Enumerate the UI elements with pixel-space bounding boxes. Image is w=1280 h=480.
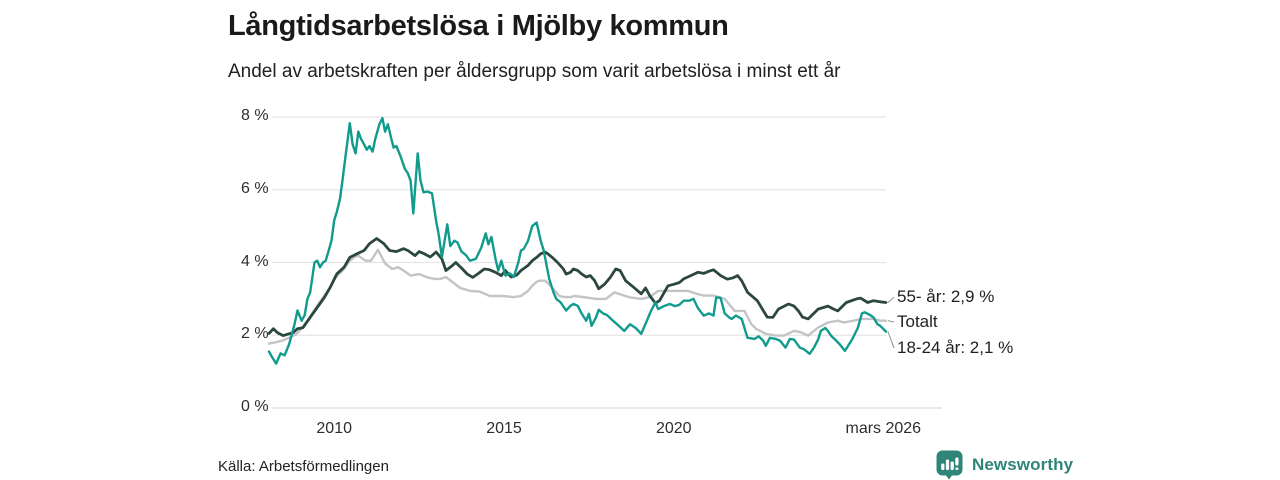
series-line-18-24-år <box>267 116 888 365</box>
series-end-label-55-år: 55- år: 2,9 % <box>897 287 995 306</box>
chart-subtitle: Andel av arbetskraften per åldersgrupp s… <box>228 61 841 82</box>
page-title: Långtidsarbetslösa i Mjölby kommun <box>228 10 729 42</box>
series-line-55-år <box>267 237 888 337</box>
brand-wordmark: Newsworthy <box>972 455 1074 474</box>
y-axis-tick-label: 8 % <box>241 107 269 124</box>
x-axis-tick-label: 2010 <box>316 420 352 437</box>
brand-lockup: Newsworthy <box>936 450 1073 480</box>
x-axis-tick-label: 2020 <box>655 420 692 437</box>
source-note: Källa: Arbetsförmedlingen <box>218 458 389 475</box>
series-end-label-totalt: Totalt <box>897 312 938 331</box>
series-end-label-18-24-år: 18-24 år: 2,1 % <box>897 338 1014 357</box>
y-axis-tick-label: 4 % <box>241 252 269 270</box>
annotation-connector-line <box>887 320 895 323</box>
y-axis-tick-label: 2 % <box>241 325 269 343</box>
annotation-connector-line <box>887 331 895 349</box>
x-axis-tick-label: 2015 <box>486 420 522 437</box>
annotation-connector-line <box>887 296 895 303</box>
y-axis-tick-label: 0 % <box>241 398 269 415</box>
y-axis-tick-label: 6 % <box>241 179 269 197</box>
x-axis-tick-label: mars 2026 <box>845 420 922 437</box>
series-line-totalt <box>267 248 888 345</box>
newsworthy-icon <box>936 450 963 480</box>
